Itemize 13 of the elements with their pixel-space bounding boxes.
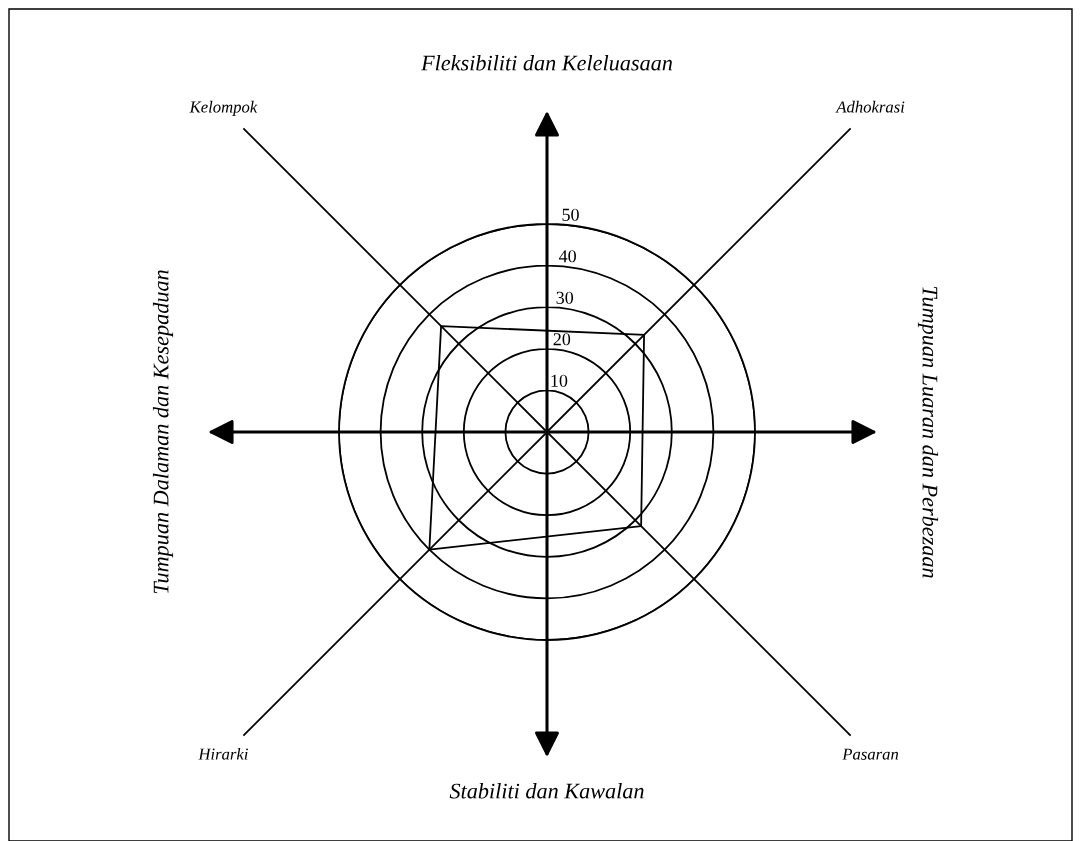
- text: Tumpuan Dalaman dan Kesepaduan: [152, 270, 174, 594]
- y-tick-label: 30: [556, 291, 574, 304]
- spoke-label: Kelompok: [189, 100, 258, 116]
- text: Fleksibiliti dan Keleluasaan: [420, 54, 672, 71]
- spoke-label: Hirarki: [198, 748, 248, 760]
- y-tick-label: 20: [553, 333, 571, 346]
- y-tick-label: 50: [562, 208, 579, 221]
- spoke-label: Adhokrasi: [835, 100, 905, 113]
- y-tick-label: 40: [558, 250, 576, 263]
- text: Stabiliti dan Kawalan: [449, 782, 644, 799]
- spoke-label: Pasaran: [842, 748, 899, 760]
- text: Tumpuan Luaran dan Perbezaan: [917, 286, 939, 578]
- y-tick-label: 10: [551, 374, 568, 387]
